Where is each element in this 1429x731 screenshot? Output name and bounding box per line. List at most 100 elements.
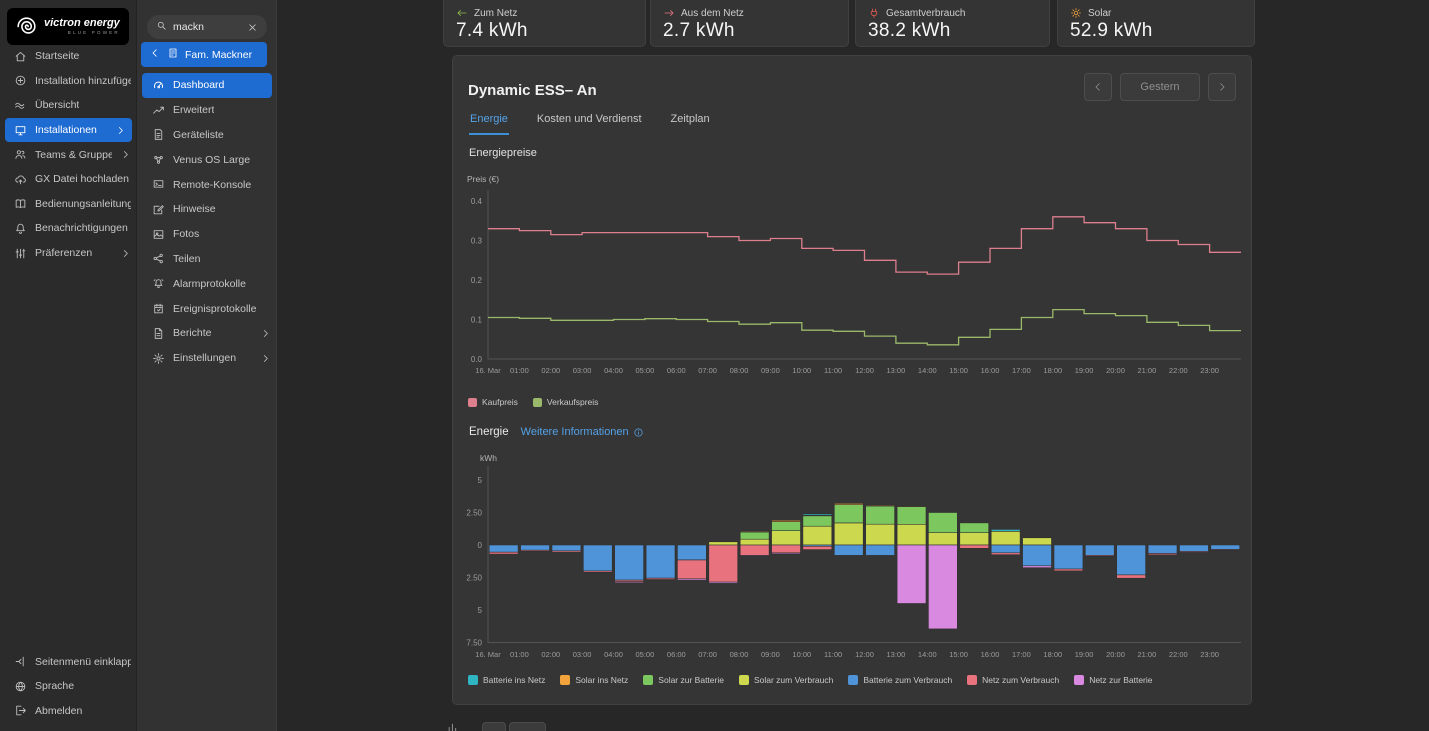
monitor-icon [14,124,27,137]
prices-section-title: Energiepreise [469,147,537,159]
installation-item-alarmprotokolle[interactable]: Alarmprotokolle [137,271,277,296]
sidebar-item-installationen[interactable]: Installationen [5,117,132,143]
svg-text:19:00: 19:00 [1075,366,1094,375]
legend-item-batterie-ins-netz[interactable]: Batterie ins Netz [468,675,545,685]
sidebar-item-teams-gruppen[interactable]: Teams & Gruppen [0,142,137,167]
nav-item-label: GX Datei hochladen [35,173,129,186]
next-day-button[interactable] [1208,73,1236,101]
svg-text:16. Mar: 16. Mar [475,366,501,375]
nav-item-label: Teilen [173,252,201,265]
bottom-cutoff-button-2[interactable] [509,722,546,731]
installation-item-fotos[interactable]: Fotos [137,222,277,247]
installation-item-einstellungen[interactable]: Einstellungen [137,346,277,371]
installation-name: Fam. Mackner [185,48,253,61]
nav-item-label: Sprache [35,680,75,693]
victron-swirl-icon [17,17,36,34]
legend-label: Solar ins Netz [575,675,629,685]
installation-item-gerateliste[interactable]: Geräteliste [137,123,277,148]
legend-label: Solar zum Verbrauch [753,675,834,685]
legend-label: Netz zum Verbrauch [982,675,1060,685]
legend-item-solar-ins-netz[interactable]: Solar ins Netz [560,675,628,685]
svg-text:0: 0 [478,541,483,550]
installation-item-erweitert[interactable]: Erweitert [137,98,277,123]
report-icon [152,327,165,340]
svg-text:23:00: 23:00 [1200,650,1219,659]
sidebar-item-gx-datei-hochladen[interactable]: GX Datei hochladen [0,167,137,192]
gauge-icon [152,79,165,92]
tab-zeitplan[interactable]: Zeitplan [670,113,711,135]
sidebar-item-praferenzen[interactable]: Präferenzen [0,241,137,266]
sidebar-item-abmelden[interactable]: Abmelden [0,698,137,723]
stat-card-solar: Solar 52.9 kWh [1057,0,1255,47]
search-box [147,15,267,39]
legend-item-verkaufspreis[interactable]: Verkaufspreis [532,397,599,407]
tab-energie[interactable]: Energie [469,113,509,135]
installation-item-hinweise[interactable]: Hinweise [137,197,277,222]
sidebar-item-installation-hinzufugen[interactable]: Installation hinzufügen [0,69,137,94]
installation-back-button[interactable]: Fam. Mackner [141,42,267,67]
installation-item-ereignisprotokolle[interactable]: Ereignisprotokolle [137,296,277,321]
sidebar-item-bedienungsanleitung[interactable]: Bedienungsanleitung [0,192,137,217]
svg-text:01:00: 01:00 [510,366,529,375]
legend-swatch [738,675,749,685]
svg-text:11:00: 11:00 [824,366,842,375]
legend-item-solar-zum-verbrauch[interactable]: Solar zum Verbrauch [738,675,834,685]
installation-item-berichte[interactable]: Berichte [137,321,277,346]
sidebar-item-ubersicht[interactable]: Übersicht [0,93,137,118]
svg-text:13:00: 13:00 [887,366,906,375]
prev-day-button[interactable] [1084,73,1112,101]
nav-item-label: Installationen [35,124,97,137]
date-label-button[interactable]: Gestern [1120,73,1200,101]
bottom-cutoff-button-1[interactable] [482,722,506,731]
nav-item-label: Venus OS Large [173,153,251,166]
nav-item-label: Fotos [173,228,200,241]
svg-text:Preis (€): Preis (€) [467,174,499,184]
svg-text:0.1: 0.1 [471,316,483,325]
svg-text:17:00: 17:00 [1012,366,1031,375]
legend-label: Verkaufspreis [546,397,599,407]
sidebar-item-seitenmenu-einklappen[interactable]: Seitenmenü einklappen [0,649,137,674]
installation-nav: Dashboard Erweitert Geräteliste Venus OS La… [137,73,277,371]
more-information-link[interactable]: Weitere Informationen [521,426,644,438]
sidebar-item-benachrichtigungen[interactable]: Benachrichtigungen [0,216,137,241]
installation-item-teilen[interactable]: Teilen [137,247,277,272]
main-nav-footer: Seitenmenü einklappen Sprache Abmelden [0,649,137,723]
svg-text:02:00: 02:00 [541,366,560,375]
svg-text:09:00: 09:00 [761,366,780,375]
installation-icon [167,46,179,64]
legend-item-batterie-zum-verbrauch[interactable]: Batterie zum Verbrauch [848,675,952,685]
tab-kosten-und-verdienst[interactable]: Kosten und Verdienst [536,113,643,135]
sliders-icon [14,247,27,260]
nav-item-label: Startseite [35,50,80,63]
chart-line-icon [152,104,165,117]
legend-swatch [848,675,859,685]
arrow-right-icon [663,7,675,19]
nav-item-label: Geräteliste [173,128,224,141]
stat-card-label: Zum Netz [474,7,518,19]
installation-item-venus-os-large[interactable]: Venus OS Large [137,147,277,172]
nav-item-label: Remote-Konsole [173,178,252,191]
installation-item-dashboard[interactable]: Dashboard [142,73,272,98]
search-clear-icon[interactable] [247,22,258,33]
sidebar-item-startseite[interactable]: Startseite [0,44,137,69]
nav-item-label: Seitenmenü einklappen [35,655,131,668]
legend-item-netz-zum-verbrauch[interactable]: Netz zum Verbrauch [967,675,1059,685]
svg-text:08:00: 08:00 [730,650,749,659]
svg-text:22:00: 22:00 [1169,366,1188,375]
legend-item-solar-zur-batterie[interactable]: Solar zur Batterie [643,675,724,685]
installation-item-remote-konsole[interactable]: Remote-Konsole [137,172,277,197]
chevron-right-icon [120,248,131,259]
search-input[interactable] [173,21,241,33]
svg-text:22:00: 22:00 [1169,650,1188,659]
stat-card-aus-dem-netz: Aus dem Netz 2.7 kWh [650,0,849,47]
console-icon [152,178,165,191]
chevron-right-icon [260,353,271,364]
stat-card-value: 38.2 kWh [868,20,951,41]
legend-item-netz-zur-batterie[interactable]: Netz zur Batterie [1074,675,1153,685]
legend-label: Solar zur Batterie [658,675,724,685]
svg-text:0.2: 0.2 [471,276,483,285]
sidebar-item-sprache[interactable]: Sprache [0,674,137,699]
svg-text:2.50: 2.50 [466,509,482,518]
svg-text:21:00: 21:00 [1138,650,1157,659]
legend-item-kaufpreis[interactable]: Kaufpreis [468,397,518,407]
